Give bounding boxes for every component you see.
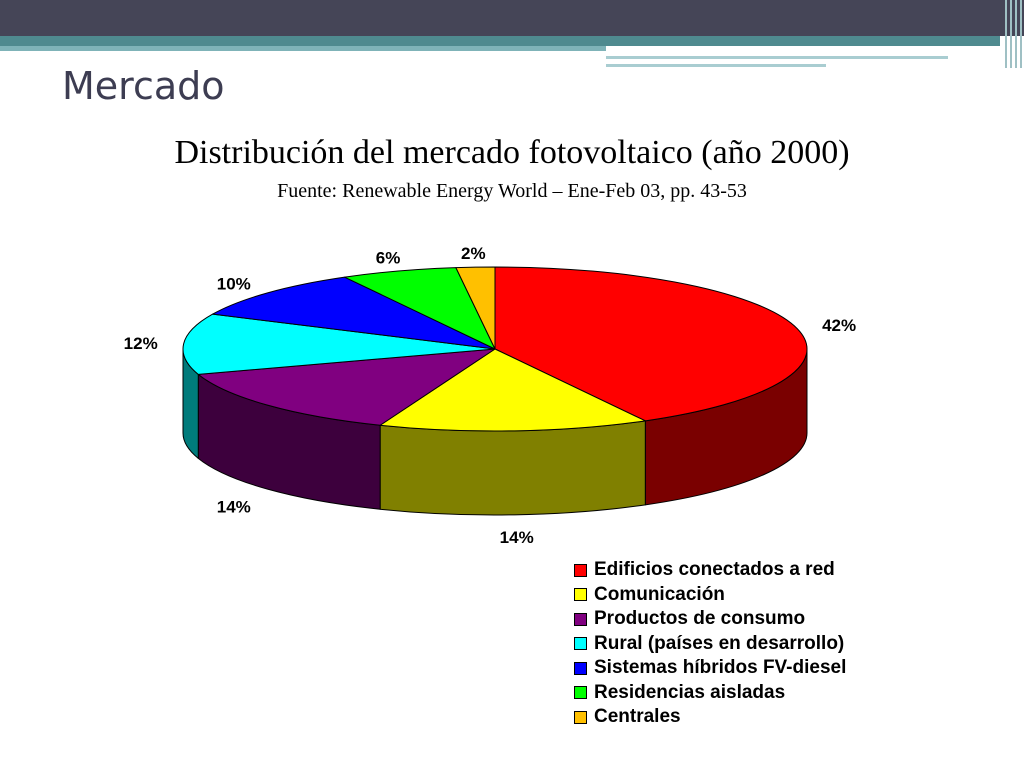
data-label: 42%: [822, 316, 856, 335]
legend-item: Centrales: [574, 705, 846, 730]
data-label: 6%: [376, 249, 401, 268]
chart-legend: Edificios conectados a red Comunicación Pr…: [574, 558, 846, 730]
slide-title: Mercado: [62, 64, 225, 108]
pie-slice: [455, 266, 496, 350]
legend-swatch: [574, 686, 587, 700]
legend-item: Residencias aisladas: [574, 681, 846, 706]
legend-item: Productos de consumo: [574, 607, 846, 632]
legend-item: Rural (países en desarrollo): [574, 632, 846, 657]
chart-subtitle: Fuente: Renewable Energy World – Ene-Feb…: [277, 180, 747, 202]
header-accent-line: [606, 64, 826, 67]
data-label: 12%: [124, 334, 158, 353]
pie-slice: [212, 276, 496, 350]
pie-slice-side: [379, 420, 646, 516]
data-label: 10%: [217, 274, 251, 293]
header-accent-line: [606, 56, 948, 59]
header-accent-band-light: [0, 46, 606, 51]
data-label: 14%: [217, 498, 251, 517]
header-band: [0, 0, 1024, 36]
legend-label: Sistemas híbridos FV-diesel: [594, 657, 847, 679]
legend-item: Sistemas híbridos FV-diesel: [574, 656, 846, 681]
legend-item: Comunicación: [574, 583, 846, 608]
data-label: 14%: [500, 528, 534, 547]
pie-slice: [494, 266, 808, 422]
pie-slice: [379, 348, 646, 432]
legend-label: Comunicación: [594, 583, 725, 605]
legend-label: Edificios conectados a red: [594, 559, 835, 581]
legend-item: Edificios conectados a red: [574, 558, 846, 583]
legend-swatch: [574, 588, 587, 602]
chart-title: Distribución del mercado fotovoltaico (a…: [174, 134, 850, 171]
legend-label: Residencias aisladas: [594, 681, 786, 703]
data-label: 2%: [461, 244, 486, 263]
header-edge-decoration: [1000, 0, 1024, 68]
legend-swatch: [574, 612, 587, 626]
header-accent-band: [0, 36, 1000, 46]
legend-label: Rural (países en desarrollo): [594, 632, 845, 654]
legend-swatch: [574, 563, 587, 577]
legend-swatch: [574, 710, 587, 724]
legend-swatch: [574, 661, 587, 675]
legend-label: Productos de consumo: [594, 608, 806, 630]
pie-slice: [182, 313, 496, 375]
legend-swatch: [574, 637, 587, 651]
legend-label: Centrales: [594, 706, 681, 728]
